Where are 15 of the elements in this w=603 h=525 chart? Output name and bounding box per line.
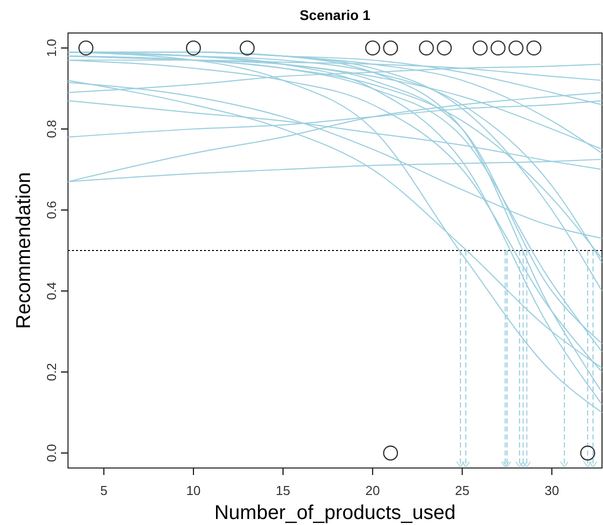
x-tick-label: 25	[454, 482, 470, 498]
x-tick-label: 15	[276, 482, 290, 498]
x-tick-label: 5	[100, 482, 108, 498]
x-tick-label: 20	[365, 482, 380, 498]
x-tick-label: 30	[544, 482, 560, 498]
y-tick-label: 1.0	[44, 38, 59, 58]
y-tick-label: 0.2	[44, 362, 59, 382]
y-tick-label: 0.8	[44, 120, 59, 138]
y-tick-label: 0.4	[44, 282, 59, 300]
y-tick-label: 0.0	[44, 444, 59, 462]
y-tick-label: 0.6	[44, 200, 59, 220]
x-tick-label: 10	[186, 482, 201, 498]
y-axis-title: Recommendation	[13, 172, 35, 329]
x-axis-title: Number_of_products_used	[214, 502, 456, 524]
chart-title: Scenario 1	[300, 7, 371, 23]
